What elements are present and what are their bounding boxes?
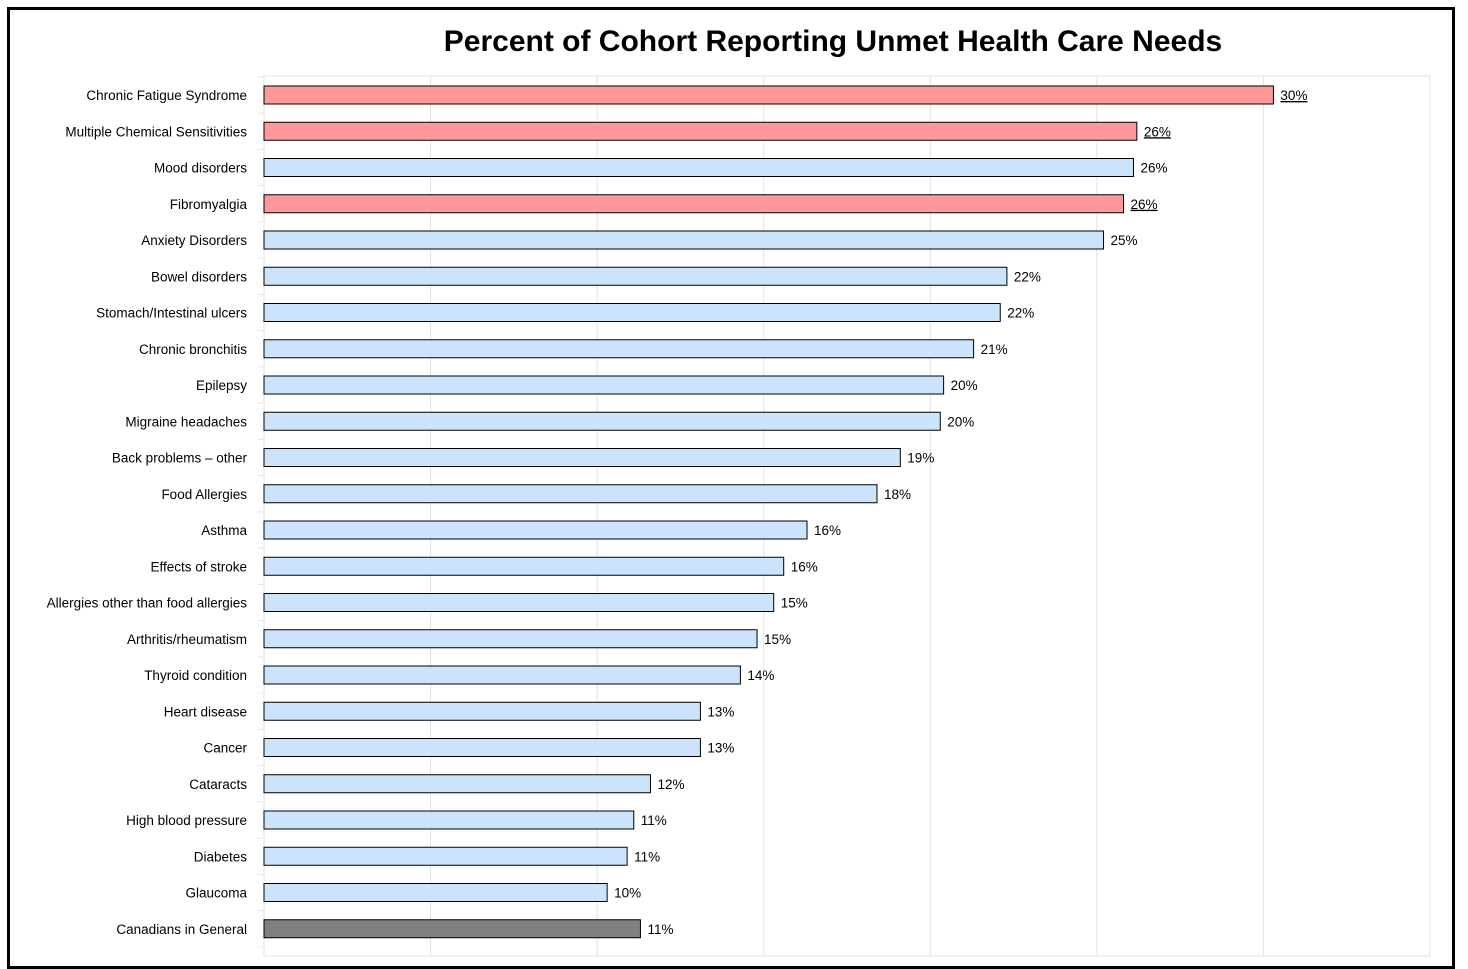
category-label: Chronic bronchitis	[139, 342, 247, 357]
bar	[263, 484, 878, 504]
category-label: Epilepsy	[196, 378, 247, 393]
category-labels: Chronic Fatigue Syndrome Multiple Chemica…	[47, 88, 248, 937]
value-label: 12%	[657, 777, 684, 792]
value-label: 21%	[981, 342, 1008, 357]
category-label: Effects of stroke	[150, 559, 247, 574]
category-label: Stomach/Intestinal ulcers	[96, 306, 247, 321]
bar	[263, 158, 1135, 177]
value-label: 26%	[1131, 197, 1158, 212]
category-label: Anxiety Disorders	[141, 233, 247, 248]
value-label: 20%	[951, 378, 978, 393]
category-label: Canadians in General	[116, 922, 247, 937]
category-label: Asthma	[201, 523, 247, 538]
category-label: Cataracts	[189, 777, 247, 792]
category-label: Thyroid condition	[144, 668, 247, 683]
value-label: 26%	[1141, 161, 1168, 176]
category-label: Back problems – other	[112, 451, 248, 466]
bar	[263, 520, 808, 540]
bar	[263, 411, 941, 431]
category-label: Food Allergies	[161, 487, 247, 502]
value-label: 15%	[781, 596, 808, 611]
value-label: 13%	[707, 741, 734, 756]
bar	[263, 629, 758, 649]
value-label: 22%	[1014, 269, 1041, 284]
value-label: 30%	[1280, 88, 1307, 103]
bar	[263, 883, 608, 902]
value-label: 16%	[814, 523, 841, 538]
bar	[263, 85, 1274, 105]
value-label: 11%	[641, 813, 667, 828]
bar	[263, 339, 975, 359]
value-label: 26%	[1144, 124, 1171, 139]
category-label: Multiple Chemical Sensitivities	[65, 124, 247, 139]
category-label: Heart disease	[164, 704, 247, 719]
bar	[263, 556, 785, 576]
category-label: Arthritis/rheumatism	[127, 632, 247, 647]
value-label: 18%	[884, 487, 911, 502]
bar	[263, 593, 775, 612]
value-label: 11%	[634, 849, 660, 864]
bar	[263, 810, 635, 830]
category-label: Cancer	[203, 741, 247, 756]
category-label: Allergies other than food allergies	[47, 596, 248, 611]
bar	[263, 738, 701, 757]
grid	[258, 75, 1431, 957]
bar	[263, 774, 651, 794]
bar	[263, 919, 641, 939]
bar	[263, 665, 741, 685]
category-label: Diabetes	[194, 849, 248, 864]
bar	[263, 846, 628, 866]
category-label: Glaucoma	[185, 886, 247, 901]
bars	[263, 85, 1274, 939]
category-label: Migraine headaches	[125, 414, 247, 429]
value-label: 25%	[1111, 233, 1138, 248]
category-label: High blood pressure	[126, 813, 247, 828]
category-label: Mood disorders	[154, 161, 247, 176]
bar	[263, 266, 1008, 286]
bar	[263, 230, 1105, 250]
value-label: 22%	[1007, 306, 1034, 321]
plot-area	[263, 75, 1431, 957]
value-label: 16%	[791, 559, 818, 574]
bar	[263, 448, 901, 467]
bar	[263, 375, 945, 395]
bar	[263, 303, 1001, 322]
category-label: Fibromyalgia	[170, 197, 248, 212]
value-label: 10%	[614, 886, 641, 901]
value-label: 11%	[647, 922, 673, 937]
value-label: 15%	[764, 632, 791, 647]
category-label: Chronic Fatigue Syndrome	[86, 88, 247, 103]
bar	[263, 701, 701, 721]
value-label: 19%	[907, 451, 934, 466]
value-label: 13%	[707, 704, 734, 719]
category-label: Bowel disorders	[151, 269, 247, 284]
bar	[263, 121, 1138, 141]
chart-title: Percent of Cohort Reporting Unmet Health…	[444, 25, 1222, 58]
value-labels: 30% 26% 26% 26% 25% 22% 22% 21% 20% 20% 19% 18% 16% 1…	[614, 88, 1307, 937]
value-label: 14%	[747, 668, 774, 683]
bar	[263, 194, 1125, 214]
value-label: 20%	[947, 414, 974, 429]
